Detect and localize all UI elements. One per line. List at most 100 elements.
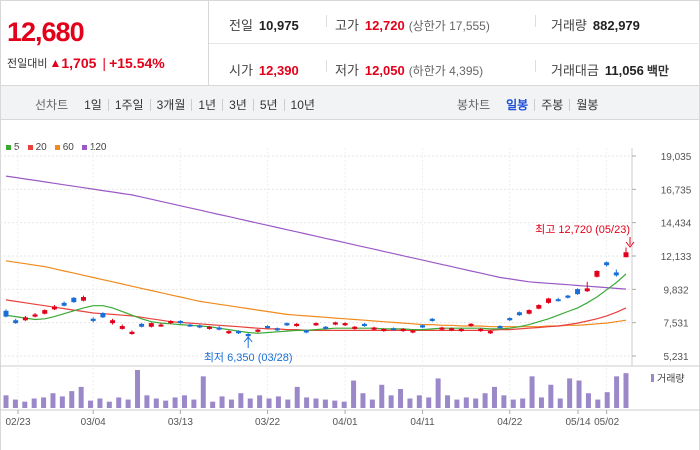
volume-bar [510,399,516,408]
volume-legend-swatch [651,374,654,382]
tab-5y[interactable]: 5년 [252,98,284,111]
candle-body [623,252,629,258]
tab-3m[interactable]: 3개월 [149,98,192,111]
volume-bar [163,400,169,408]
volume-bar [304,397,310,408]
volume-bar [22,401,28,408]
x-tick-label: 03/13 [168,417,193,428]
x-tick-label: 03/04 [81,417,106,428]
candle-body [342,323,348,326]
stat-low: 저가 12,050 (하한가 4,395) [335,60,483,79]
legend-label: 120 [89,142,107,153]
volume-bar [50,393,56,408]
ma60-line [5,260,627,328]
volume-bar [135,370,141,408]
candle-body [361,323,367,327]
volume-bar [398,389,404,408]
stat-open: 시가 12,390 [229,60,299,79]
stat-amount: 거래대금 11,056 백만 [551,60,669,79]
chart-legend: 5 20 60 120 [6,142,107,153]
volume-bar [144,395,150,408]
volume-bar [266,398,272,408]
candle-body [90,318,96,321]
candle-body [584,288,590,292]
tab-3y[interactable]: 3년 [222,98,253,111]
y-tick-label: 16,735 [661,185,692,196]
candle-body [265,326,271,329]
divider [535,60,536,72]
candle-body [352,326,358,329]
volume-bar [369,399,375,408]
high-annotation: 최고 12,720 (05/23) [535,223,630,236]
volume-bar [41,397,47,408]
high-arrow-icon [625,241,635,248]
up-arrow-icon: ▲ [49,56,62,70]
candle-body [303,330,309,333]
volume-bar [426,397,432,408]
volume-bar [491,386,497,408]
legend-ma60: 60 [54,142,74,153]
volume-bar [548,384,554,408]
volume-legend-label: 거래량 [657,373,685,385]
amount-label: 거래대금 [551,63,599,78]
candle-body [236,331,241,334]
open-value: 12,390 [258,63,299,78]
volume-bar [454,399,460,408]
y-tick-label: 14,434 [661,219,692,230]
tab-monthly[interactable]: 월봉 [569,98,604,111]
volume-bar [360,393,366,408]
legend-swatch [81,145,87,150]
volume-bar [78,386,84,408]
candle-body [110,320,116,324]
upper-limit: (상한가 17,555) [408,19,490,33]
volume-bar [219,396,225,408]
candle-body [81,297,86,301]
legend-label: 20 [35,142,47,153]
candle-body [284,323,290,326]
candle-body [565,295,571,298]
candle-body [526,310,532,314]
ma5-line [5,273,627,334]
change-row: 전일대비 ▲ 1,705 | +15.54% [7,55,165,71]
volume-bar [153,398,159,408]
tab-daily[interactable]: 일봉 [506,97,529,112]
low-value: 12,050 [364,63,405,78]
volume-bar [538,397,544,408]
low-annotation: 최저 6,350 (03/28) [204,351,293,364]
prev-close-label: 전일 [229,18,253,33]
candle-body [148,323,154,327]
volume-bar [520,398,526,408]
candle-body [410,330,416,333]
legend-label: 5 [14,142,20,153]
tab-weekly[interactable]: 주봉 [534,98,569,111]
tab-1y[interactable]: 1년 [191,98,222,111]
candle-body [119,326,125,329]
candle-body [439,327,445,330]
candle-body [168,320,174,324]
line-chart-label: 선차트 [35,98,69,112]
candle-body [187,324,193,327]
change-separator: | [102,55,107,71]
volume-bar [106,401,112,408]
x-tick-label: 04/11 [410,417,435,428]
candle-body [575,289,581,295]
candle-body [129,331,135,334]
volume-bar [604,392,610,408]
current-price: 12,680 [7,17,85,47]
candle-body [100,312,106,318]
volume-bar [172,397,178,408]
tab-1d[interactable]: 1일 [84,97,102,112]
amount-value: 11,056 [604,63,644,78]
legend-swatch [27,145,33,150]
volume-bar [228,399,234,408]
tab-1w[interactable]: 1주일 [107,98,150,111]
candle-body [555,299,561,302]
candle-body [400,328,406,332]
tab-10y[interactable]: 10년 [283,98,321,111]
candle-body [216,327,222,330]
candle-body [226,331,232,334]
amount-unit: 백만 [646,64,669,78]
low-arrow-icon [243,336,253,343]
volume-bar [313,398,319,408]
